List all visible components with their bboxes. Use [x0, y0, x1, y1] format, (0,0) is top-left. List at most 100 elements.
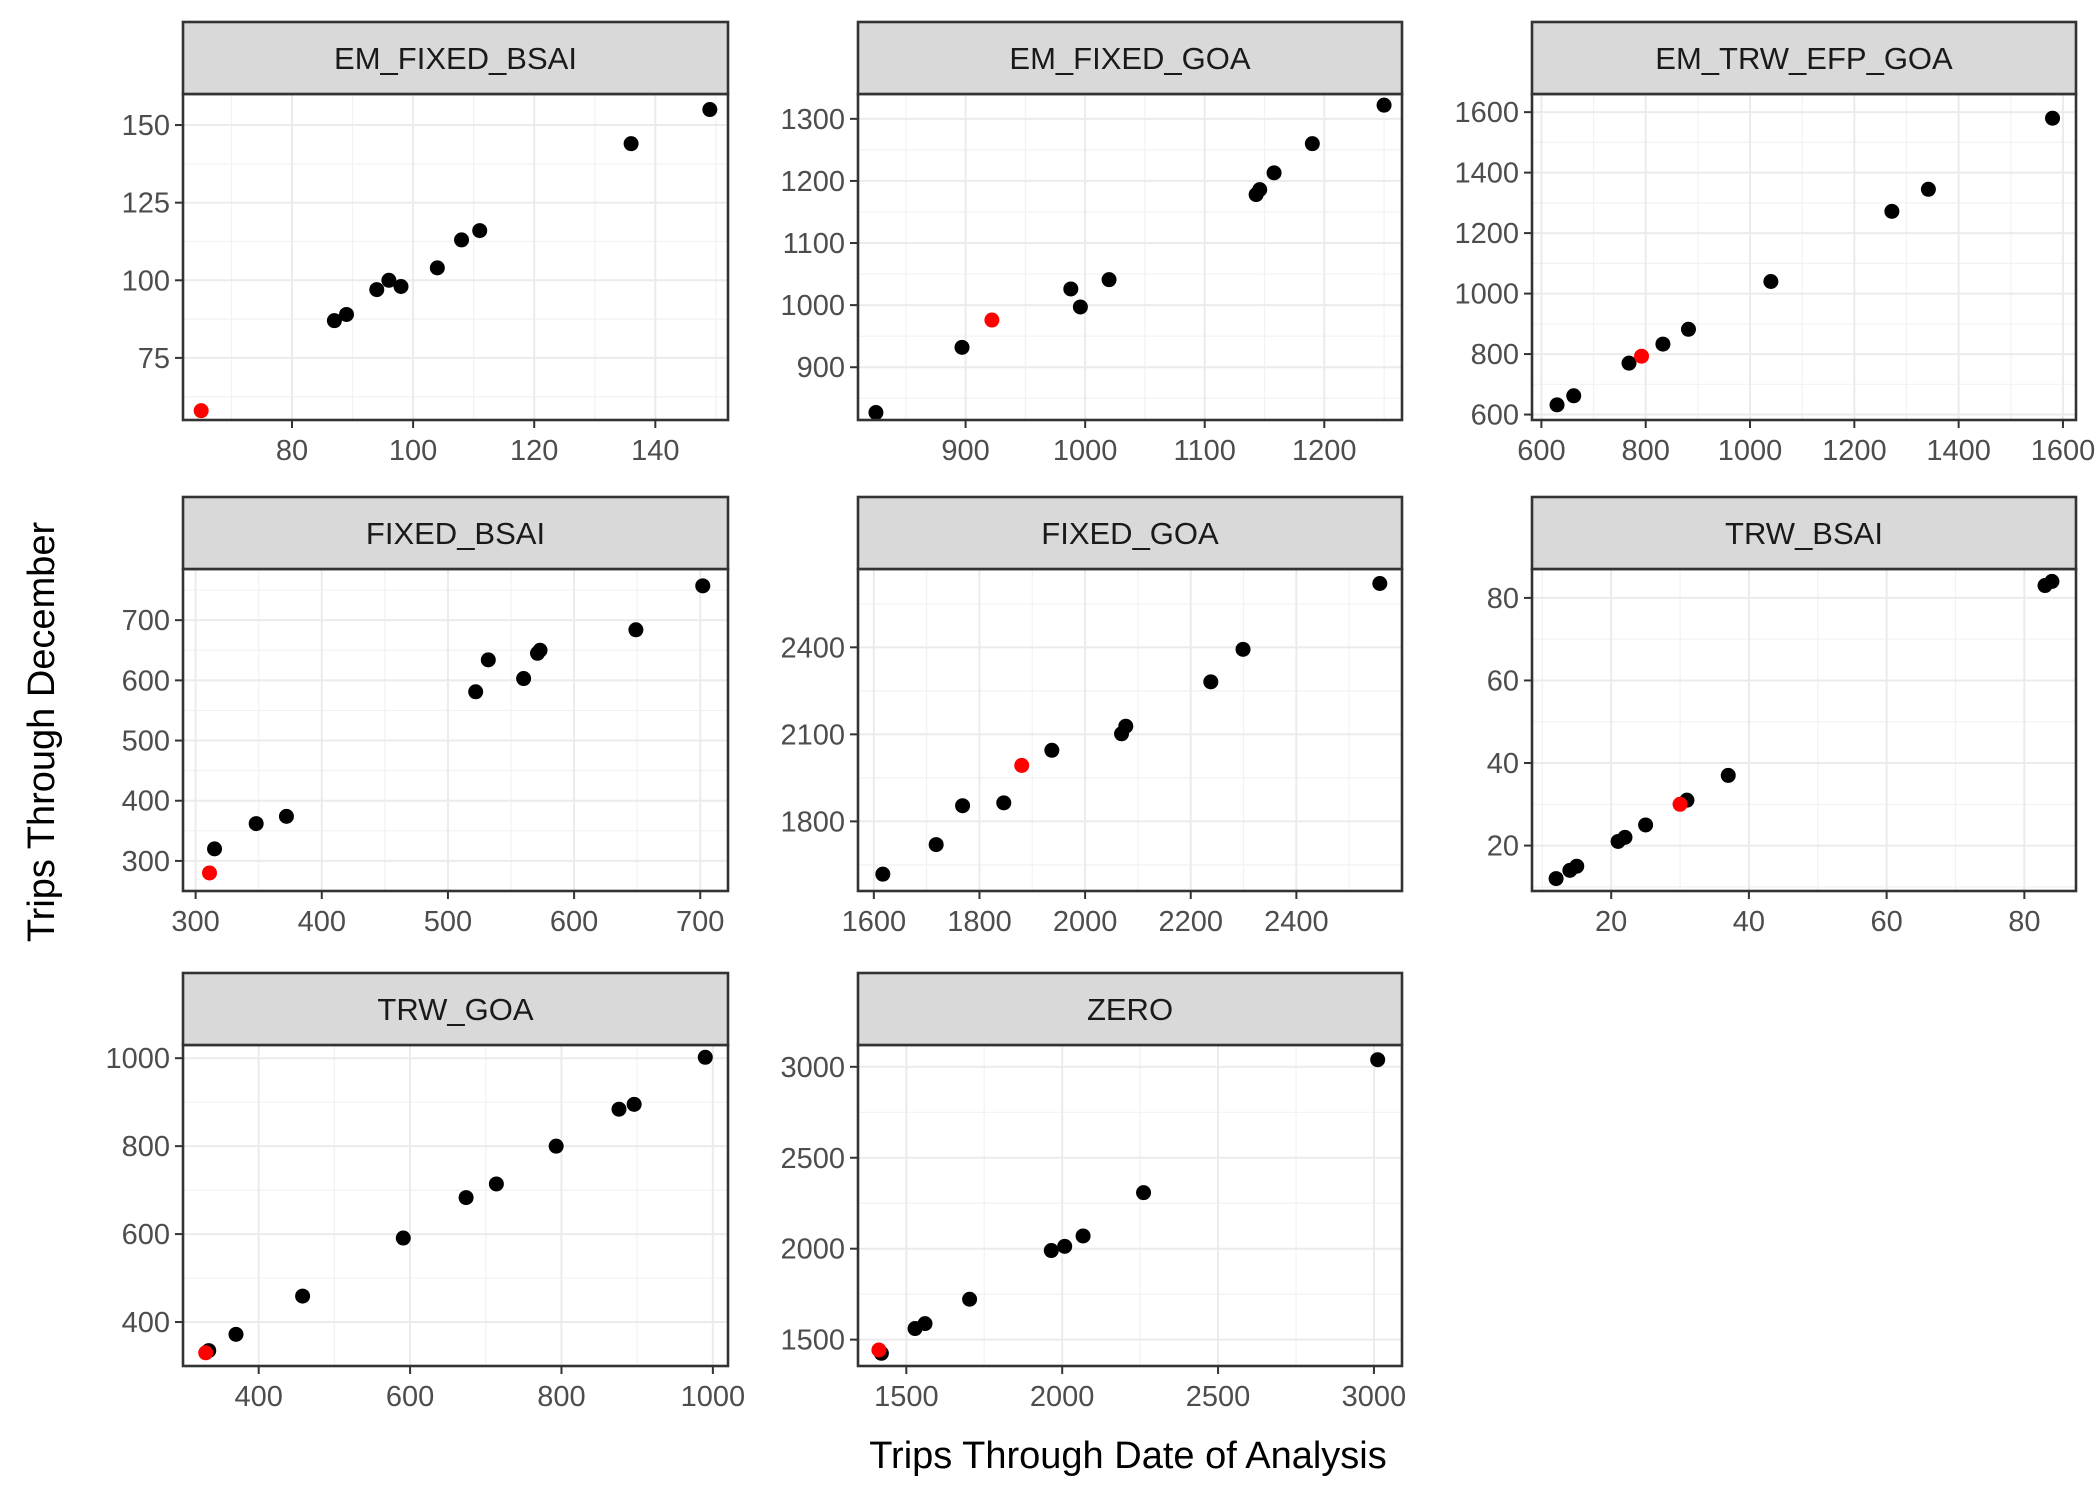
y-tick-label: 600 — [1471, 400, 1519, 432]
data-point — [480, 652, 496, 668]
panel-background — [183, 94, 728, 420]
facet-strip-label: TRW_BSAI — [1725, 516, 1883, 551]
data-point — [295, 1288, 311, 1304]
facet-strip — [856, 971, 1404, 1047]
highlighted-data-point — [1014, 757, 1030, 773]
data-point — [1655, 336, 1671, 352]
y-tick-label: 3000 — [780, 1052, 845, 1084]
y-tick-label: 2400 — [780, 632, 845, 664]
data-point — [1884, 203, 1900, 219]
panel-background — [183, 569, 728, 891]
x-tick-label: 120 — [510, 435, 558, 467]
x-tick-label: 100 — [389, 435, 437, 467]
y-tick-label: 1200 — [780, 166, 845, 198]
data-point — [1549, 397, 1565, 413]
y-tick-label: 1100 — [783, 228, 845, 260]
facet-strip-label: ZERO — [1087, 992, 1173, 1027]
y-tick-label: 400 — [122, 1307, 170, 1339]
y-tick-label: 800 — [122, 1131, 170, 1163]
y-tick-label: 150 — [122, 110, 170, 142]
x-tick-label: 300 — [171, 906, 219, 938]
x-tick-label: 2000 — [1030, 1381, 1095, 1413]
panel-fixed-goa: 1600 1800 2000 2200 2400 1800 2100 2400 FIXED_GO… — [780, 495, 1404, 938]
x-tick-label: 1800 — [947, 906, 1012, 938]
panel-background — [183, 1045, 728, 1366]
data-point — [454, 232, 470, 248]
data-point — [1235, 641, 1251, 657]
y-tick-label: 75 — [138, 343, 170, 375]
data-point — [1101, 272, 1117, 288]
x-tick-label: 800 — [1622, 435, 1670, 467]
panel-background — [858, 94, 1402, 420]
data-point — [228, 1326, 244, 1342]
highlighted-data-point — [871, 1342, 887, 1358]
y-tick-label: 900 — [797, 352, 845, 384]
data-point — [2045, 110, 2061, 126]
facet-strip-label: EM_FIXED_BSAI — [334, 41, 577, 76]
data-point — [695, 578, 711, 594]
data-point — [339, 306, 354, 322]
x-tick-label: 140 — [631, 435, 679, 467]
y-tick-label: 1000 — [780, 290, 845, 322]
x-tick-label: 1600 — [842, 906, 907, 938]
x-tick-label: 1000 — [1718, 435, 1783, 467]
data-point — [1057, 1238, 1073, 1254]
data-point — [1203, 674, 1219, 690]
data-point — [207, 841, 223, 857]
x-tick-label: 600 — [1517, 435, 1565, 467]
data-point — [1072, 299, 1088, 315]
x-tick-label: 500 — [424, 906, 472, 938]
y-tick-label: 1400 — [1454, 158, 1519, 190]
x-tick-label: 400 — [234, 1381, 282, 1413]
data-point — [917, 1316, 933, 1332]
facet-strip — [1530, 20, 2078, 96]
data-point — [697, 1049, 713, 1065]
data-point — [623, 136, 639, 152]
x-tick-label: 40 — [1733, 906, 1765, 938]
facet-strip — [1530, 495, 2078, 571]
y-tick-label: 2000 — [780, 1234, 845, 1266]
x-tick-label: 2000 — [1053, 906, 1118, 938]
data-point — [955, 798, 971, 814]
data-point — [248, 816, 264, 832]
data-point — [1304, 136, 1320, 152]
highlighted-data-point — [1672, 796, 1688, 812]
data-point — [1638, 817, 1654, 833]
y-tick-label: 125 — [122, 188, 170, 220]
x-tick-label: 1100 — [1174, 435, 1236, 467]
panel-em-fixed-bsai: 80 100 120 140 75 100 125 150 EM_FIXED_BSAI — [122, 20, 730, 467]
panel-zero: 1500 2000 2500 3000 1500 2000 2500 3000 ZERO — [780, 971, 1407, 1413]
panel-background — [858, 1045, 1402, 1366]
y-tick-label: 1200 — [1454, 218, 1519, 250]
y-tick-label: 1300 — [780, 104, 845, 136]
y-tick-label: 40 — [1487, 748, 1519, 780]
facet-strip-label: FIXED_GOA — [1041, 516, 1219, 551]
x-tick-label: 80 — [276, 435, 308, 467]
x-tick-label: 20 — [1595, 906, 1627, 938]
data-point — [1075, 1228, 1091, 1244]
x-tick-label: 2200 — [1158, 906, 1223, 938]
x-tick-label: 600 — [386, 1381, 434, 1413]
x-tick-label: 2500 — [1186, 1381, 1251, 1413]
x-tick-label: 80 — [2008, 906, 2040, 938]
data-point — [1044, 742, 1060, 758]
x-tick-label: 2400 — [1264, 906, 1329, 938]
data-point — [326, 313, 342, 329]
data-point — [611, 1101, 627, 1117]
data-point — [458, 1190, 474, 1206]
y-tick-label: 600 — [122, 1219, 170, 1251]
data-point — [1266, 165, 1282, 181]
highlighted-data-point — [1634, 348, 1650, 364]
data-point — [628, 622, 644, 638]
y-axis-title: Trips Through December — [21, 522, 63, 943]
x-tick-label: 1500 — [874, 1381, 939, 1413]
x-tick-label: 3000 — [1342, 1381, 1407, 1413]
highlighted-data-point — [198, 1345, 214, 1361]
facet-strip-label: EM_FIXED_GOA — [1009, 41, 1250, 76]
x-tick-label: 1400 — [1926, 435, 1991, 467]
facet-strip — [181, 20, 730, 96]
data-point — [996, 795, 1012, 811]
x-tick-label: 1000 — [681, 1381, 746, 1413]
data-point — [1043, 1243, 1059, 1259]
data-point — [468, 684, 484, 700]
